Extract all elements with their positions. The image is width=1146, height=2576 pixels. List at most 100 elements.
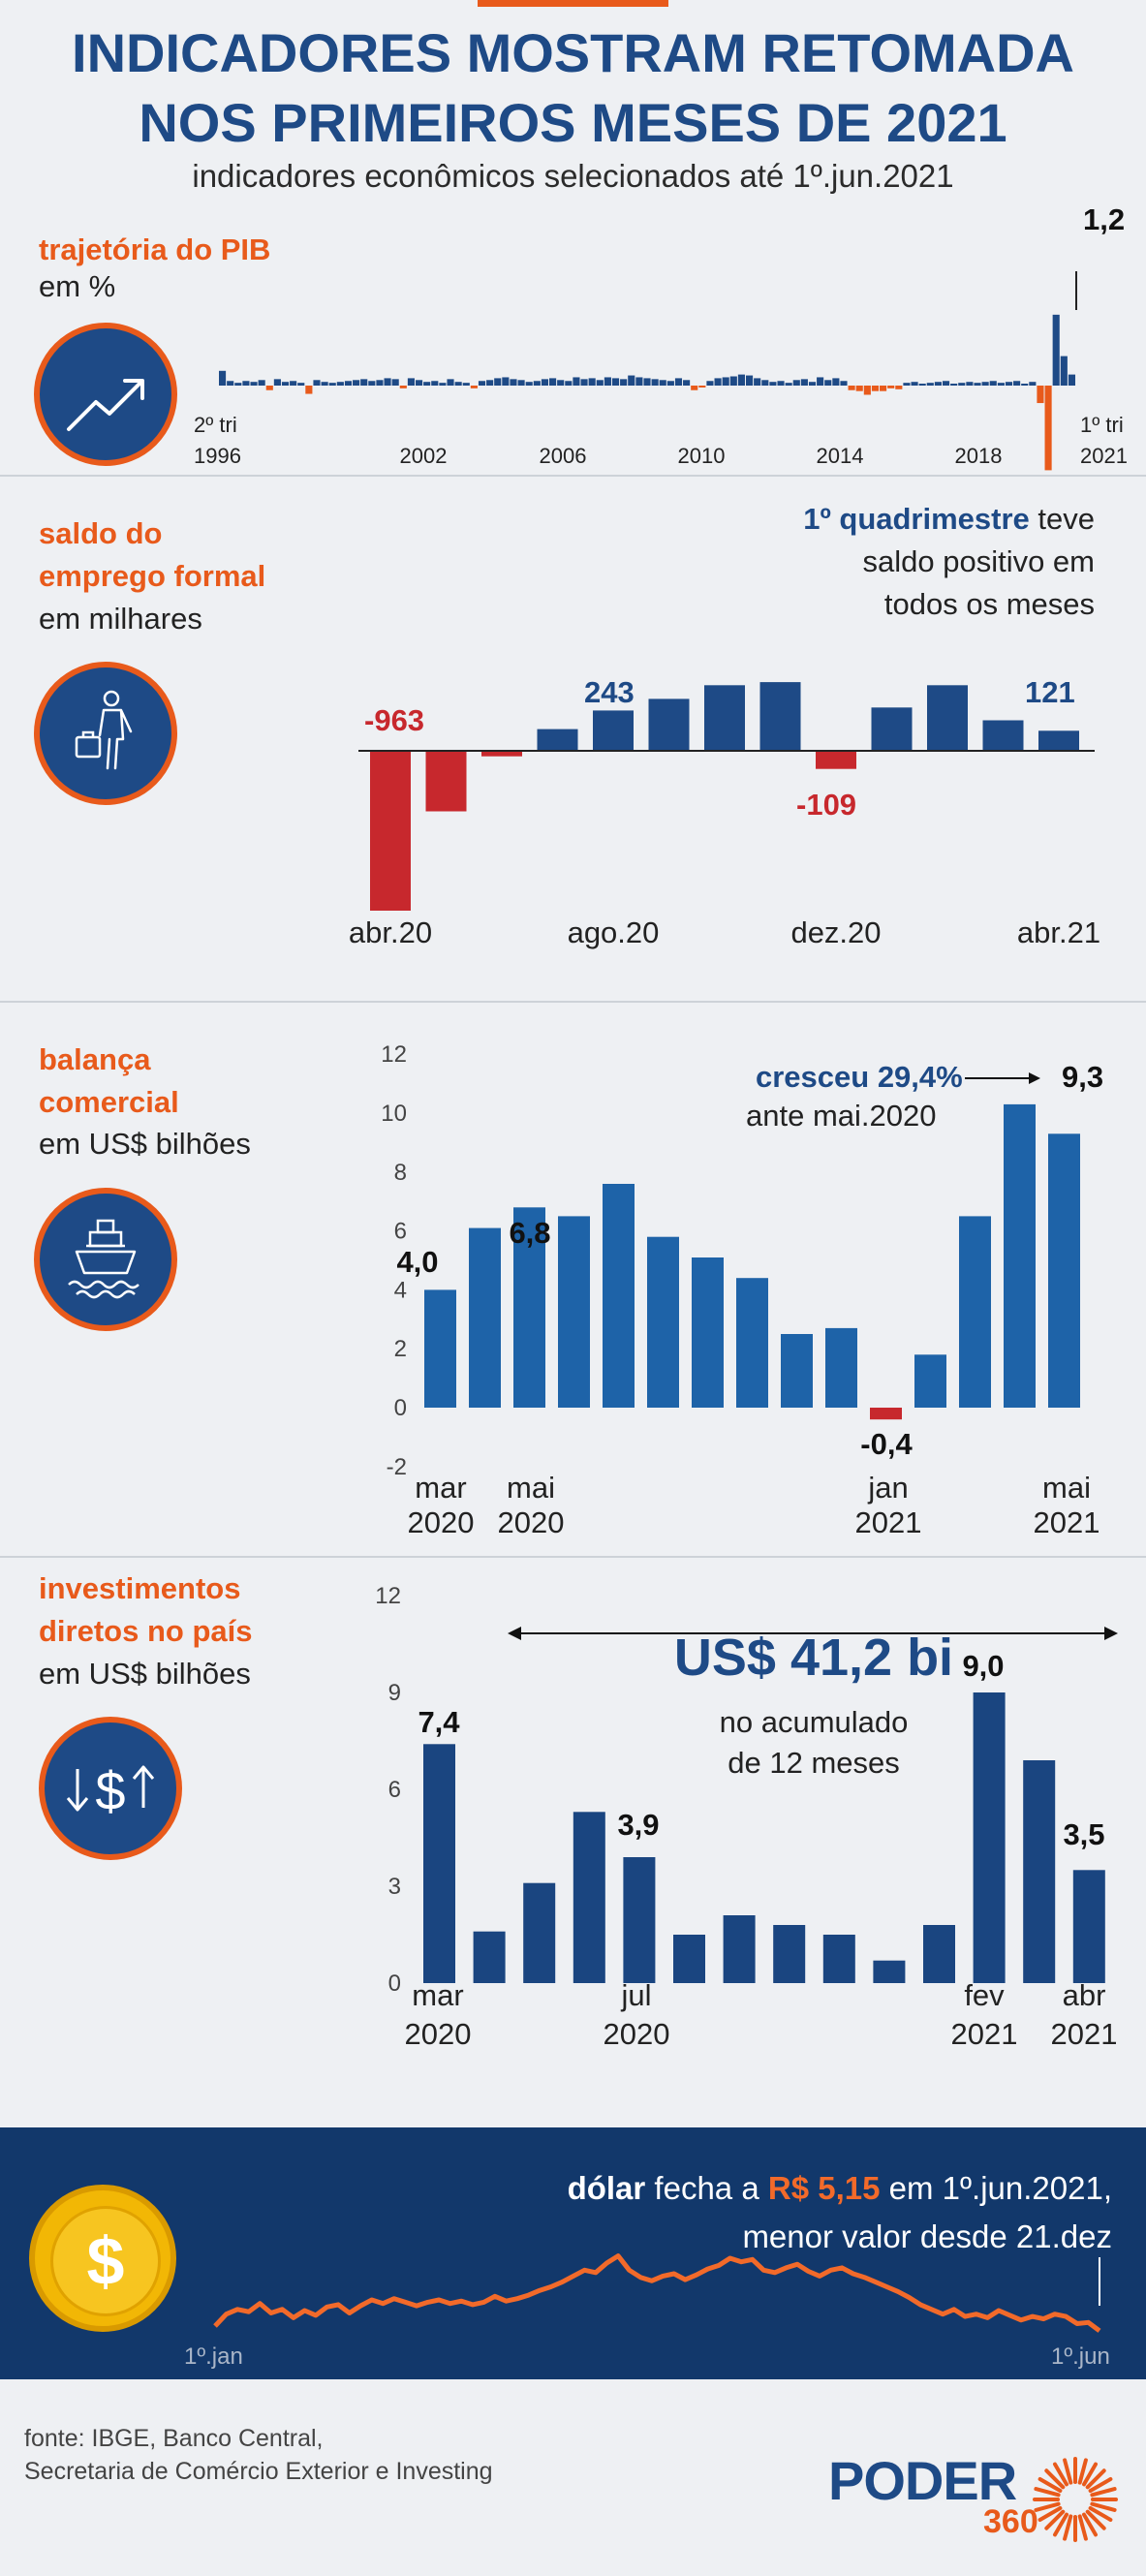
pib-bar: [478, 381, 486, 386]
pib-bar: [848, 386, 855, 390]
emprego-label-dec: -109: [796, 788, 856, 822]
pib-bar: [1060, 356, 1068, 386]
pib-bar: [1044, 386, 1052, 471]
pib-bar: [950, 384, 958, 386]
pib-bar: [997, 383, 1005, 386]
investimentos-x-month-2: jul: [620, 1978, 651, 2012]
pib-bar: [729, 376, 737, 386]
pib-bar: [1005, 382, 1013, 386]
page-subtitle: indicadores econômicos selecionados até …: [192, 158, 954, 194]
balanca-x-month-4: mai: [1042, 1471, 1091, 1505]
sunburst-ray: [1090, 2501, 1117, 2512]
pib-bar: [447, 379, 454, 386]
dollar-coin-icon: $: [29, 2185, 176, 2332]
pib-bar: [580, 379, 588, 386]
sunburst-ray: [1077, 2514, 1088, 2541]
pib-bar: [737, 374, 745, 386]
pib-bar: [273, 379, 281, 386]
investimentos-bar: [773, 1925, 806, 1983]
balanca-bar: [1004, 1103, 1036, 1408]
balanca-x-year-2: 2020: [498, 1505, 565, 1539]
pib-bar: [628, 375, 635, 386]
emprego-label-peak: 243: [584, 675, 635, 709]
balanca-x-month-2: mai: [507, 1471, 555, 1505]
investimentos-subtitle: em US$ bilhões: [39, 1657, 251, 1691]
pib-bar: [219, 370, 227, 386]
emprego-bar: [704, 685, 745, 751]
balanca-label-jan: -0,4: [860, 1427, 913, 1461]
pib-bar: [258, 380, 265, 386]
dolar-headline: dólar fecha a R$ 5,15 em 1º.jun.2021, me…: [368, 2164, 1112, 2261]
pib-bar: [674, 378, 683, 386]
emprego-subtitle: em milhares: [39, 602, 202, 636]
balanca-y-tick: 8: [394, 1160, 407, 1186]
pib-bar: [761, 380, 769, 386]
investimentos-label-fev: 9,0: [962, 1649, 1004, 1683]
pib-bar: [250, 382, 258, 386]
pib-bar: [234, 383, 242, 386]
pib-bar: [651, 379, 659, 386]
pib-bar: [1068, 374, 1075, 386]
pib-bar: [533, 381, 541, 386]
emprego-bar: [927, 685, 968, 751]
investimentos-bar: [1072, 1870, 1105, 1983]
investimentos-bar: [1023, 1760, 1056, 1983]
pib-bar: [887, 386, 895, 388]
pib-bar: [391, 379, 399, 386]
balanca-note-line-2: ante mai.2020: [746, 1099, 936, 1133]
sunburst-ray: [1085, 2509, 1106, 2530]
pib-bar: [407, 378, 415, 386]
pib-bar: [604, 377, 611, 386]
investimentos-chart: 12 9 6 3 0 US$ 41,2 bi no acumulado de 12 me…: [375, 1583, 1118, 2051]
pib-bar: [1021, 384, 1029, 386]
pib-last-value-label: 1,2: [1083, 203, 1125, 236]
sunburst-ray: [1044, 2509, 1066, 2530]
sunburst-ray: [1077, 2458, 1088, 2485]
sunburst-ray: [1088, 2477, 1113, 2493]
emprego-x-label-2: ago.20: [568, 916, 660, 949]
pib-bar: [926, 383, 934, 386]
pib-year-tick: 2018: [955, 444, 1003, 468]
pib-bar: [863, 386, 871, 395]
emprego-note-rest: teve: [1029, 502, 1095, 536]
balanca-bar: [469, 1227, 501, 1408]
logo-main: PODER: [828, 2450, 1017, 2511]
pib-bar: [470, 386, 478, 388]
emprego-x-label-1: abr.20: [349, 916, 432, 949]
investimentos-bar: [673, 1935, 705, 1983]
pib-bar: [242, 381, 250, 386]
pib-bar: [918, 384, 926, 386]
logo-sunburst-icon: [1033, 2457, 1118, 2542]
emprego-bar: [425, 751, 467, 812]
pib-bar: [1052, 314, 1060, 386]
pib-bar: [297, 383, 305, 386]
pib-bar: [981, 382, 989, 386]
emprego-x-label-4: abr.21: [1017, 916, 1100, 949]
pib-bar: [911, 382, 918, 386]
investimentos-arrow-right: [1104, 1627, 1118, 1640]
balanca-label-first: 4,0: [396, 1245, 438, 1279]
sunburst-ray: [1063, 2514, 1073, 2541]
pib-bar: [754, 378, 761, 386]
balanca-bar: [647, 1236, 679, 1408]
cargo-ship-icon: [34, 1188, 177, 1331]
pib-bar: [800, 379, 808, 386]
balanca-bar: [603, 1184, 635, 1408]
pib-bar: [305, 386, 313, 394]
balanca-title-line-1: balança: [39, 1042, 151, 1076]
pib-end-label-1: 1º tri: [1080, 413, 1124, 437]
investimentos-y-tick: 3: [388, 1874, 401, 1900]
emprego-bar: [370, 751, 411, 911]
dolar-start-label: 1º.jan: [184, 2343, 243, 2370]
pib-bar: [785, 383, 792, 386]
dolar-end-label: 1º.jun: [1051, 2343, 1110, 2370]
pib-bar: [745, 375, 754, 386]
dolar-line-series: [213, 2253, 1101, 2333]
pib-bar: [635, 377, 643, 386]
investimentos-big-value: US$ 41,2 bi: [674, 1629, 953, 1687]
pib-bar: [384, 378, 391, 386]
pib-bar: [611, 378, 620, 386]
pib-bar: [871, 386, 880, 391]
pib-bar: [966, 382, 974, 386]
balanca-bar: [424, 1289, 456, 1408]
